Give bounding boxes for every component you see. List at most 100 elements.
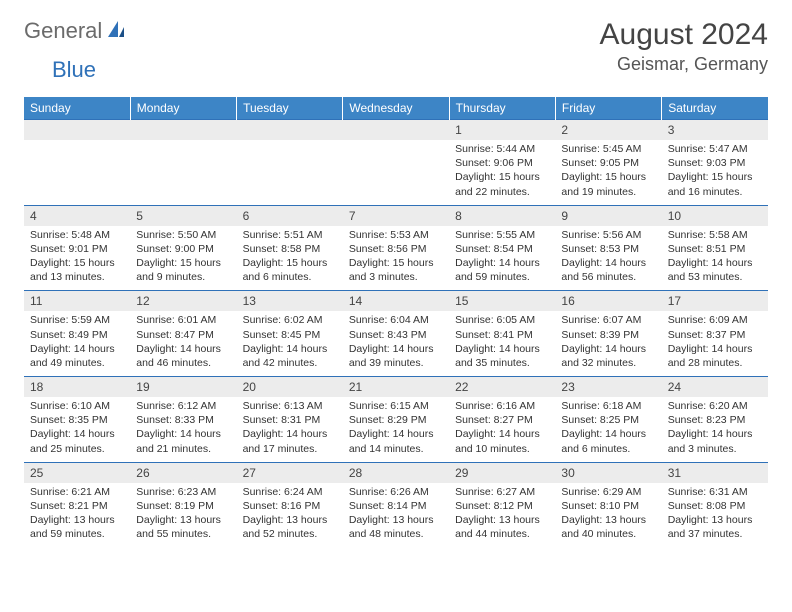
sunset-text: Sunset: 9:03 PM bbox=[668, 156, 762, 170]
sunrise-text: Sunrise: 5:53 AM bbox=[349, 228, 443, 242]
daylight-text: Daylight: 15 hours bbox=[30, 256, 124, 270]
sunset-text: Sunset: 9:01 PM bbox=[30, 242, 124, 256]
day-number: 12 bbox=[130, 291, 236, 312]
sunset-text: Sunset: 8:43 PM bbox=[349, 328, 443, 342]
daylight-text: and 37 minutes. bbox=[668, 527, 762, 541]
month-title: August 2024 bbox=[600, 18, 768, 52]
day-cell: Sunrise: 5:44 AMSunset: 9:06 PMDaylight:… bbox=[449, 140, 555, 205]
daylight-text: and 25 minutes. bbox=[30, 442, 124, 456]
daylight-text: and 59 minutes. bbox=[455, 270, 549, 284]
daylight-text: and 44 minutes. bbox=[455, 527, 549, 541]
sunrise-text: Sunrise: 6:12 AM bbox=[136, 399, 230, 413]
day-number: 24 bbox=[662, 377, 768, 398]
weekday-header-row: Sunday Monday Tuesday Wednesday Thursday… bbox=[24, 97, 768, 120]
day-cell: Sunrise: 6:23 AMSunset: 8:19 PMDaylight:… bbox=[130, 483, 236, 548]
daylight-text: Daylight: 13 hours bbox=[668, 513, 762, 527]
sunrise-text: Sunrise: 5:51 AM bbox=[243, 228, 337, 242]
daylight-text: and 52 minutes. bbox=[243, 527, 337, 541]
day-number: 2 bbox=[555, 120, 661, 141]
day-cell: Sunrise: 5:58 AMSunset: 8:51 PMDaylight:… bbox=[662, 226, 768, 291]
day-number: 1 bbox=[449, 120, 555, 141]
sunset-text: Sunset: 9:00 PM bbox=[136, 242, 230, 256]
sunset-text: Sunset: 8:58 PM bbox=[243, 242, 337, 256]
sunset-text: Sunset: 8:19 PM bbox=[136, 499, 230, 513]
sunrise-text: Sunrise: 5:44 AM bbox=[455, 142, 549, 156]
day-number bbox=[130, 120, 236, 141]
sunrise-text: Sunrise: 6:09 AM bbox=[668, 313, 762, 327]
daylight-text: and 56 minutes. bbox=[561, 270, 655, 284]
day-cell: Sunrise: 5:53 AMSunset: 8:56 PMDaylight:… bbox=[343, 226, 449, 291]
sunset-text: Sunset: 8:56 PM bbox=[349, 242, 443, 256]
day-cell bbox=[130, 140, 236, 205]
daylight-text: Daylight: 13 hours bbox=[455, 513, 549, 527]
day-number: 30 bbox=[555, 462, 661, 483]
sunrise-text: Sunrise: 6:20 AM bbox=[668, 399, 762, 413]
daylight-text: and 28 minutes. bbox=[668, 356, 762, 370]
daylight-text: and 55 minutes. bbox=[136, 527, 230, 541]
daylight-text: Daylight: 14 hours bbox=[30, 342, 124, 356]
sunset-text: Sunset: 8:49 PM bbox=[30, 328, 124, 342]
daylight-text: and 59 minutes. bbox=[30, 527, 124, 541]
sunset-text: Sunset: 8:29 PM bbox=[349, 413, 443, 427]
daylight-text: and 22 minutes. bbox=[455, 185, 549, 199]
sunset-text: Sunset: 8:54 PM bbox=[455, 242, 549, 256]
day-number bbox=[343, 120, 449, 141]
weekday-header: Tuesday bbox=[237, 97, 343, 120]
daylight-text: Daylight: 14 hours bbox=[455, 256, 549, 270]
logo: General bbox=[24, 18, 128, 44]
day-cell: Sunrise: 6:09 AMSunset: 8:37 PMDaylight:… bbox=[662, 311, 768, 376]
sunset-text: Sunset: 8:39 PM bbox=[561, 328, 655, 342]
day-cell: Sunrise: 5:59 AMSunset: 8:49 PMDaylight:… bbox=[24, 311, 130, 376]
daylight-text: and 10 minutes. bbox=[455, 442, 549, 456]
daylight-text: and 6 minutes. bbox=[243, 270, 337, 284]
day-number: 22 bbox=[449, 377, 555, 398]
content-row: Sunrise: 5:48 AMSunset: 9:01 PMDaylight:… bbox=[24, 226, 768, 291]
sunset-text: Sunset: 8:21 PM bbox=[30, 499, 124, 513]
daylight-text: Daylight: 15 hours bbox=[455, 170, 549, 184]
daylight-text: Daylight: 14 hours bbox=[561, 256, 655, 270]
calendar-table: Sunday Monday Tuesday Wednesday Thursday… bbox=[24, 97, 768, 547]
sunset-text: Sunset: 8:14 PM bbox=[349, 499, 443, 513]
day-cell: Sunrise: 6:24 AMSunset: 8:16 PMDaylight:… bbox=[237, 483, 343, 548]
sunset-text: Sunset: 9:06 PM bbox=[455, 156, 549, 170]
day-number bbox=[237, 120, 343, 141]
day-cell: Sunrise: 5:51 AMSunset: 8:58 PMDaylight:… bbox=[237, 226, 343, 291]
weekday-header: Sunday bbox=[24, 97, 130, 120]
day-cell bbox=[343, 140, 449, 205]
day-number: 25 bbox=[24, 462, 130, 483]
daylight-text: Daylight: 14 hours bbox=[668, 427, 762, 441]
sunset-text: Sunset: 8:45 PM bbox=[243, 328, 337, 342]
day-cell: Sunrise: 5:47 AMSunset: 9:03 PMDaylight:… bbox=[662, 140, 768, 205]
daylight-text: and 32 minutes. bbox=[561, 356, 655, 370]
sunset-text: Sunset: 8:33 PM bbox=[136, 413, 230, 427]
sunset-text: Sunset: 8:41 PM bbox=[455, 328, 549, 342]
daylight-text: and 19 minutes. bbox=[561, 185, 655, 199]
daylight-text: and 35 minutes. bbox=[455, 356, 549, 370]
daylight-text: Daylight: 14 hours bbox=[561, 427, 655, 441]
daylight-text: Daylight: 13 hours bbox=[243, 513, 337, 527]
day-number: 27 bbox=[237, 462, 343, 483]
day-cell: Sunrise: 6:07 AMSunset: 8:39 PMDaylight:… bbox=[555, 311, 661, 376]
daylight-text: and 53 minutes. bbox=[668, 270, 762, 284]
daylight-text: Daylight: 13 hours bbox=[30, 513, 124, 527]
day-number: 28 bbox=[343, 462, 449, 483]
sunrise-text: Sunrise: 6:02 AM bbox=[243, 313, 337, 327]
day-number: 26 bbox=[130, 462, 236, 483]
day-cell: Sunrise: 6:26 AMSunset: 8:14 PMDaylight:… bbox=[343, 483, 449, 548]
sunrise-text: Sunrise: 5:45 AM bbox=[561, 142, 655, 156]
daylight-text: and 16 minutes. bbox=[668, 185, 762, 199]
weekday-header: Friday bbox=[555, 97, 661, 120]
daylight-text: and 21 minutes. bbox=[136, 442, 230, 456]
sunrise-text: Sunrise: 6:21 AM bbox=[30, 485, 124, 499]
day-cell: Sunrise: 6:10 AMSunset: 8:35 PMDaylight:… bbox=[24, 397, 130, 462]
day-number: 29 bbox=[449, 462, 555, 483]
day-cell: Sunrise: 5:55 AMSunset: 8:54 PMDaylight:… bbox=[449, 226, 555, 291]
content-row: Sunrise: 5:44 AMSunset: 9:06 PMDaylight:… bbox=[24, 140, 768, 205]
sunrise-text: Sunrise: 6:04 AM bbox=[349, 313, 443, 327]
daylight-text: Daylight: 15 hours bbox=[668, 170, 762, 184]
sunset-text: Sunset: 8:53 PM bbox=[561, 242, 655, 256]
daynum-row: 18192021222324 bbox=[24, 377, 768, 398]
weekday-header: Wednesday bbox=[343, 97, 449, 120]
sunset-text: Sunset: 8:23 PM bbox=[668, 413, 762, 427]
daylight-text: and 9 minutes. bbox=[136, 270, 230, 284]
